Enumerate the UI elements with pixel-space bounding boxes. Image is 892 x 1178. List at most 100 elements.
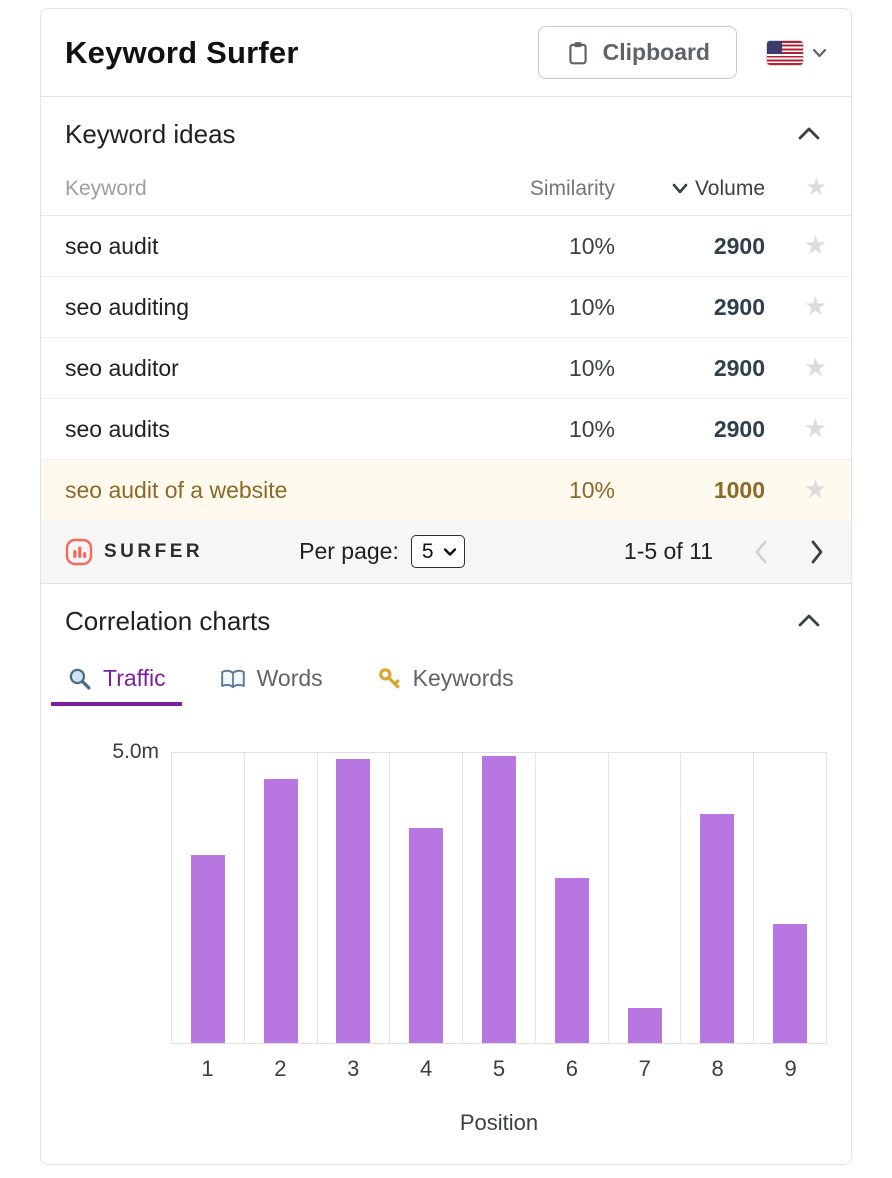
favorite-star-button[interactable]: ★: [803, 291, 827, 321]
table-header: Keyword Similarity Volume ★: [41, 160, 851, 216]
table-row: seo audit 10% 2900 ★: [41, 216, 851, 277]
y-axis-tick-label: 5.0m: [112, 740, 159, 763]
surfer-logo-text: SURFER: [104, 540, 204, 562]
tab-words-label: Words: [256, 665, 323, 691]
table-row: seo auditor 10% 2900 ★: [41, 338, 851, 399]
star-column-icon: ★: [805, 174, 827, 201]
tab-words[interactable]: Words: [218, 659, 325, 706]
favorite-star-button[interactable]: ★: [803, 413, 827, 443]
column-volume-label: Volume: [694, 176, 765, 200]
table-row: seo auditing 10% 2900 ★: [41, 277, 851, 338]
chart-bar: [263, 779, 298, 1043]
chevron-right-icon: [811, 540, 823, 563]
chart-x-tick: 1: [201, 1056, 214, 1081]
keyword-cell: seo auditing: [65, 293, 190, 320]
chart-x-tick: 6: [565, 1056, 579, 1081]
volume-cell: 2900: [713, 415, 765, 442]
chart-x-tick: 3: [347, 1056, 360, 1081]
chart-column: [243, 753, 317, 1043]
volume-cell: 2900: [713, 354, 765, 381]
language-selector[interactable]: [766, 39, 827, 66]
volume-cell: 2900: [713, 293, 765, 320]
prev-page-button[interactable]: [751, 537, 770, 567]
keyword-ideas-title: Keyword ideas: [65, 119, 236, 149]
keyword-ideas-collapse-button[interactable]: [791, 120, 827, 150]
app-title: Keyword Surfer: [65, 34, 299, 70]
keyword-cell: seo audits: [65, 415, 170, 442]
chevron-left-icon: [755, 540, 767, 563]
chart-bar: [554, 877, 589, 1043]
chart-x-labels: 1 2 3 4 5 6 7 8 9: [171, 1056, 827, 1082]
keyword-cell: seo audit: [65, 232, 159, 259]
table-footer: SURFER Per page: 5 1-5 of 11: [41, 520, 851, 583]
similarity-cell: 10%: [568, 415, 615, 442]
table-row: seo audits 10% 2900 ★: [41, 399, 851, 460]
sort-chevron-down-icon: [672, 183, 688, 194]
pagination: 1-5 of 11: [624, 537, 827, 567]
tab-keywords-label: Keywords: [412, 665, 514, 691]
chart-bar: [409, 828, 444, 1043]
chart-tabs: Traffic Words Keywords: [41, 647, 851, 706]
tab-traffic[interactable]: Traffic: [51, 659, 182, 706]
favorite-star-button[interactable]: ★: [803, 230, 827, 260]
chart-column: [462, 753, 535, 1043]
chart-x-tick: 4: [419, 1056, 433, 1081]
chart-column: [607, 753, 681, 1043]
column-volume-sort[interactable]: Volume: [615, 177, 765, 201]
chart-bar: [190, 854, 225, 1043]
key-icon: [378, 668, 400, 689]
correlation-collapse-button[interactable]: [791, 607, 827, 637]
favorite-star-button[interactable]: ★: [803, 352, 827, 382]
keyword-cell: seo audit of a website: [65, 476, 288, 503]
keyword-ideas-section: Keyword ideas Keyword Similarity Volume …: [41, 97, 851, 583]
chart-column: [389, 753, 462, 1043]
volume-cell: 1000: [713, 476, 765, 503]
pagination-range: 1-5 of 11: [623, 538, 713, 564]
chart-column: [680, 753, 753, 1043]
surfer-logo[interactable]: SURFER: [65, 538, 203, 566]
tab-keywords[interactable]: Keywords: [375, 659, 516, 706]
chart-bar: [627, 1008, 662, 1043]
similarity-cell: 10%: [568, 476, 615, 503]
chart-column: [171, 753, 244, 1043]
chart-bar: [773, 924, 808, 1043]
chart-x-tick: 2: [274, 1056, 287, 1081]
chart-x-tick: 9: [784, 1056, 797, 1081]
x-axis-title: Position: [459, 1110, 539, 1135]
similarity-cell: 10%: [568, 232, 615, 259]
next-page-button[interactable]: [808, 537, 827, 567]
book-icon: [220, 669, 245, 688]
volume-cell: 2900: [713, 232, 765, 259]
correlation-charts-title: Correlation charts: [65, 606, 271, 636]
chart-column: [534, 753, 608, 1043]
clipboard-button-label: Clipboard: [602, 39, 710, 65]
chevron-up-icon: [798, 614, 820, 626]
header-actions: Clipboard: [537, 26, 827, 79]
chart-column: [753, 753, 828, 1043]
keyword-cell: seo auditor: [65, 354, 179, 381]
chart-bar: [336, 758, 371, 1043]
keyword-surfer-panel: Keyword Surfer Clipboard Keyword ideas: [40, 8, 852, 1165]
chevron-down-icon: [812, 48, 827, 57]
per-page-control: Per page: 5: [299, 535, 465, 568]
column-keyword: Keyword: [65, 176, 147, 200]
us-flag-icon: [766, 39, 804, 66]
chart-x-tick: 8: [711, 1056, 724, 1081]
chart-column: [316, 753, 390, 1043]
similarity-cell: 10%: [568, 293, 615, 320]
chart-bar: [700, 813, 735, 1043]
correlation-charts-section: Correlation charts Traffic Wo: [41, 583, 851, 1136]
similarity-cell: 10%: [568, 354, 615, 381]
chart-x-tick: 7: [638, 1056, 651, 1081]
tab-traffic-label: Traffic: [103, 665, 166, 691]
chevron-up-icon: [798, 127, 820, 139]
per-page-select[interactable]: 5: [410, 535, 465, 568]
column-similarity: Similarity: [529, 176, 615, 200]
header: Keyword Surfer Clipboard: [41, 9, 851, 97]
chart-bar: [482, 755, 517, 1043]
favorite-star-button[interactable]: ★: [803, 474, 827, 504]
traffic-bar-chart: 5.0m 1 2 3 4 5 6 7 8 9 Position: [41, 740, 828, 1136]
magnifier-icon: [69, 668, 91, 690]
clipboard-button[interactable]: Clipboard: [537, 26, 737, 79]
per-page-label: Per page:: [299, 538, 399, 564]
